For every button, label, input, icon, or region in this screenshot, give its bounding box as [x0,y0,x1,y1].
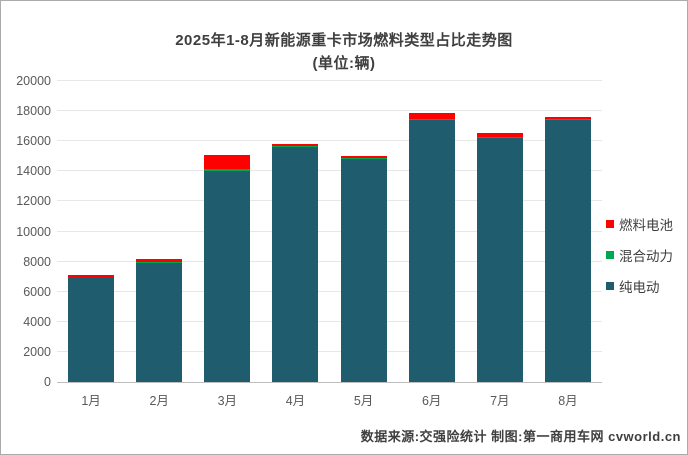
bar-segment [272,143,319,146]
bar-segment [68,277,115,382]
x-tick-label: 6月 [421,394,442,408]
chart-title-line2: (单位:辆) [312,55,376,72]
source-note: 数据来源:交强险统计 制图:第一商用车网 cvworld.cn [360,429,681,444]
x-tick-label: 7月 [490,394,510,408]
stacked-bar [136,259,183,382]
bar-segment [204,168,251,171]
x-tick-label: 3月 [217,394,238,408]
stacked-bar [340,155,387,382]
stacked-bar [408,112,455,382]
y-tick-label: 8000 [23,254,51,269]
x-tick-label: 8月 [558,394,578,408]
legend-item: 纯电动 [606,276,673,296]
stacked-bar [544,116,591,382]
y-tick-label: 0 [44,375,51,389]
plot-area [57,80,602,383]
bar-segment [476,138,523,382]
bar-segment [272,147,319,382]
legend-swatch-icon [606,282,614,290]
legend-label: 混合动力 [619,249,673,264]
bar-segment [544,120,591,382]
y-tick-label: 4000 [23,314,51,329]
y-tick-label: 12000 [16,194,51,209]
bar-slot [466,81,534,382]
gridline [57,200,602,202]
stacked-bar [476,132,523,382]
bar-segment [408,118,455,121]
bar-segment [136,259,183,262]
x-tick-label: 4月 [285,394,306,408]
stacked-bar [68,275,115,382]
y-tick-label: 16000 [16,134,51,149]
bar-segment [204,154,251,169]
chart-title: 2025年1-8月新能源重卡市场燃料类型占比走势图 (单位:辆) [1,29,687,75]
bar-segment [340,157,387,159]
gridline [57,80,602,81]
gridline [57,260,602,262]
y-tick-label: 6000 [23,284,51,299]
bar-slot [398,81,466,382]
bar-slot [125,81,193,382]
bar-segment [408,120,455,382]
bar-slot [193,81,261,382]
bar-segment [136,263,183,382]
bar-slot [57,81,125,382]
bar-segment [340,155,387,158]
bar-segment [544,116,591,119]
bar-segment [204,170,251,382]
bar-segment [476,132,523,137]
legend-label: 纯电动 [619,280,660,295]
stacked-bar [204,154,251,382]
gridline [57,350,602,352]
bar-segment [136,261,183,264]
y-tick-label: 2000 [23,344,51,359]
x-tick-label: 1月 [81,394,101,408]
stacked-bar [272,143,319,382]
legend-swatch-icon [606,251,614,259]
bar-segment [476,136,523,139]
legend-swatch-icon [606,220,614,228]
bar-segment [340,158,387,382]
y-tick-label: 18000 [16,104,51,119]
x-tick-label: 2月 [149,394,169,408]
y-axis: 0 2000 4000 6000 8000 10000 12000 14000 16000 180… [1,74,51,389]
gridline [57,110,602,112]
gridline [57,320,602,322]
legend-label: 燃料电池 [619,218,673,233]
gridline [57,230,602,232]
bar-segment [408,112,455,119]
gridline [57,290,602,292]
legend-item: 燃料电池 [606,214,673,234]
legend: 燃料电池混合动力纯电动 [606,214,673,307]
y-tick-label: 10000 [16,224,51,239]
legend-item: 混合动力 [606,245,673,265]
gridline [57,170,602,172]
y-tick-label: 20000 [16,74,51,88]
x-axis: 1月 2月 3月 4月 5月 6月 7月 8月 [57,390,602,409]
bar-slot [330,81,398,382]
bar-segment [544,118,591,121]
bar-slot [534,81,602,382]
bar-segment [68,275,115,277]
chart-title-line1: 2025年1-8月新能源重卡市场燃料类型占比走势图 [175,32,513,49]
gridline [57,140,602,142]
bar-slot [261,81,329,382]
x-tick-label: 5月 [353,394,374,408]
bar-series [57,81,602,382]
bar-segment [272,145,319,148]
y-tick-label: 14000 [16,164,51,179]
